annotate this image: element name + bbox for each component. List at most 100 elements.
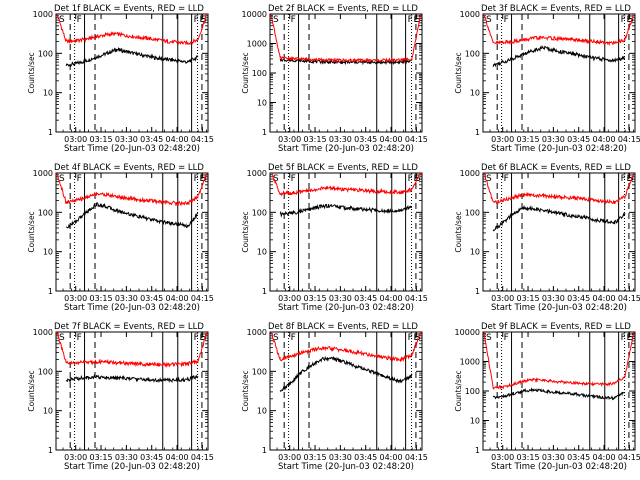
segment-label: E xyxy=(627,15,633,25)
events-series-line xyxy=(66,202,199,229)
plot-area xyxy=(483,14,635,68)
x-tick-label: 04:00 xyxy=(166,135,189,144)
chart-title: Det 3f BLACK = Events, RED = LLD xyxy=(481,4,631,14)
segment-label: F xyxy=(77,174,82,184)
y-tick-label: 10 xyxy=(470,248,480,257)
plot-frame xyxy=(55,172,209,292)
x-axis-label: Start Time (20-Jun-03 02:48:20) xyxy=(64,303,200,313)
segment-label: F xyxy=(504,174,509,184)
x-axis-label: Start Time (20-Jun-03 02:48:20) xyxy=(491,462,627,472)
y-tick-label: 10 xyxy=(43,89,53,98)
segment-label: S xyxy=(486,333,492,343)
segment-label: S xyxy=(273,333,279,343)
x-axis-label: Start Time (20-Jun-03 02:48:20) xyxy=(278,303,414,313)
plot-frame xyxy=(55,13,209,133)
x-tick-label: 04:00 xyxy=(380,294,403,303)
segment-label: E xyxy=(414,333,420,343)
events-series-line xyxy=(279,203,413,218)
y-tick-label: 100 xyxy=(38,367,53,376)
x-tick-label: 03:00 xyxy=(64,294,87,303)
segment-label: S xyxy=(628,333,634,343)
segment-label: F xyxy=(194,15,199,25)
x-tick-label: 03:15 xyxy=(517,294,540,303)
y-tick-label: 100 xyxy=(252,69,267,78)
y-tick-label: 100 xyxy=(465,49,480,58)
x-tick-label: 03:45 xyxy=(140,453,163,462)
segment-label: S xyxy=(201,15,207,25)
segment-label: E xyxy=(414,15,420,25)
x-axis-label: Start Time (20-Jun-03 02:48:20) xyxy=(64,462,200,472)
lld-series-line xyxy=(56,332,208,368)
chart-title: Det 7f BLACK = Events, RED = LLD xyxy=(54,322,204,332)
y-tick-label: 100 xyxy=(38,208,53,217)
segment-label: F xyxy=(291,333,296,343)
x-tick-label: 03:00 xyxy=(278,294,301,303)
y-axis-label: Counts/sec xyxy=(241,52,250,93)
x-tick-label: 03:30 xyxy=(115,294,138,303)
y-tick-label: 1 xyxy=(475,287,480,296)
chart-title: Det 2f BLACK = Events, RED = LLD xyxy=(268,4,418,14)
segment-label: F xyxy=(77,333,82,343)
segment-label: S xyxy=(273,174,279,184)
segment-label: S xyxy=(59,15,65,25)
y-tick-label: 1 xyxy=(475,128,480,137)
lld-series-line xyxy=(56,173,208,207)
plot-frame xyxy=(482,331,636,451)
x-tick-label: 04:00 xyxy=(380,453,403,462)
x-tick-label: 03:30 xyxy=(115,453,138,462)
plot-frame xyxy=(482,172,636,292)
events-series-line xyxy=(65,46,199,68)
events-series-line xyxy=(65,374,199,384)
x-tick-label: 03:45 xyxy=(567,135,590,144)
x-tick-label: 04:00 xyxy=(593,453,616,462)
y-tick-label: 10 xyxy=(43,248,53,257)
chart-title: Det 8f BLACK = Events, RED = LLD xyxy=(268,322,418,332)
y-tick-label: 100 xyxy=(252,367,267,376)
segment-label: F xyxy=(621,333,626,343)
y-axis-label: Counts/sec xyxy=(241,370,250,411)
segment-label: F xyxy=(408,15,413,25)
y-tick-label: 1000 xyxy=(247,40,267,49)
panel-1: Det 1f BLACK = Events, RED = LLD 1 10 100 10… xyxy=(27,4,214,154)
y-tick-label: 1000 xyxy=(460,358,480,367)
x-tick-label: 03:45 xyxy=(354,453,377,462)
lld-series-line xyxy=(270,332,422,363)
y-tick-label: 1 xyxy=(262,287,267,296)
y-tick-label: 1000 xyxy=(247,328,267,337)
panel-5: Det 5f BLACK = Events, RED = LLD 1 10 100 10… xyxy=(241,163,428,313)
segment-label: F xyxy=(504,333,509,343)
plot-area xyxy=(56,173,208,229)
segment-label: F xyxy=(194,333,199,343)
x-tick-label: 03:30 xyxy=(329,294,352,303)
segment-label: S xyxy=(486,174,492,184)
segment-label: E xyxy=(200,174,206,184)
segment-label: F xyxy=(291,174,296,184)
segment-label: F xyxy=(291,15,296,25)
x-axis-label: Start Time (20-Jun-03 02:48:20) xyxy=(64,144,200,154)
y-tick-label: 10 xyxy=(470,417,480,426)
y-axis-label: Counts/sec xyxy=(27,211,36,252)
y-tick-label: 1 xyxy=(262,446,267,455)
events-series-line xyxy=(492,387,626,401)
x-tick-label: 04:00 xyxy=(380,135,403,144)
x-tick-label: 04:00 xyxy=(166,453,189,462)
x-tick-label: 03:45 xyxy=(567,294,590,303)
panel-4: Det 4f BLACK = Events, RED = LLD 1 10 100 10… xyxy=(27,163,214,313)
y-tick-label: 100 xyxy=(465,387,480,396)
panel-7: Det 7f BLACK = Events, RED = LLD 1 10 100 10… xyxy=(27,322,214,472)
panel-9: Det 9f BLACK = Events, RED = LLD 1 10 100 10… xyxy=(454,322,640,472)
y-tick-label: 1 xyxy=(262,128,267,137)
segment-label: S xyxy=(486,15,492,25)
events-series-line xyxy=(492,45,626,68)
x-tick-label: 03:30 xyxy=(542,453,565,462)
lld-series-line xyxy=(270,14,422,64)
x-tick-label: 04:15 xyxy=(618,294,640,303)
x-tick-label: 04:15 xyxy=(618,135,640,144)
plot-area xyxy=(270,14,422,66)
events-series-line xyxy=(492,204,626,232)
x-tick-label: 03:15 xyxy=(517,453,540,462)
x-tick-label: 03:15 xyxy=(90,294,113,303)
y-tick-label: 1 xyxy=(48,446,53,455)
segment-label: F xyxy=(194,174,199,184)
